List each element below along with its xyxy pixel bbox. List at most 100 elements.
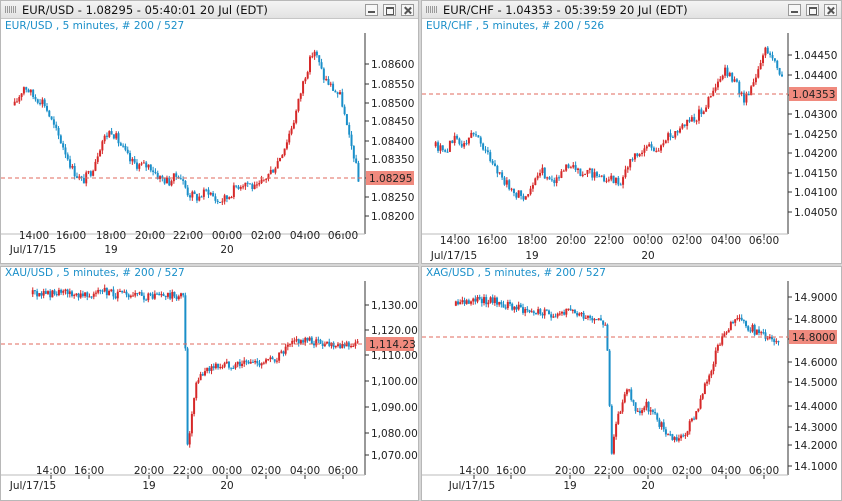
candle	[59, 134, 62, 144]
minimize-button[interactable]	[365, 4, 378, 16]
x-time-label: 22:00	[173, 230, 203, 242]
candle	[66, 152, 69, 161]
candle	[586, 169, 589, 178]
candle	[281, 154, 284, 159]
candle	[489, 149, 492, 163]
candle	[169, 290, 172, 301]
candle-body	[527, 194, 530, 197]
candle	[279, 157, 282, 162]
candle	[636, 152, 639, 158]
candle	[221, 364, 224, 370]
drag-grip-icon[interactable]	[426, 6, 438, 13]
y-tick-label: 1.08600	[371, 59, 414, 71]
candle-body	[655, 150, 658, 152]
candle-body	[697, 408, 700, 412]
candle-body	[558, 177, 561, 179]
candle	[327, 76, 330, 86]
candle	[20, 93, 23, 101]
candle-body	[726, 67, 729, 77]
y-tick-label: 1,130.00	[371, 300, 418, 312]
candle	[230, 367, 233, 371]
candle	[671, 135, 674, 138]
chart-window-xauusd[interactable]: XAU/USD , 5 minutes, # 200 / 527 1,130.0…	[0, 266, 419, 501]
maximize-button[interactable]	[383, 4, 396, 16]
candle	[641, 150, 644, 157]
candle-body	[543, 167, 546, 179]
candle	[657, 147, 660, 152]
candle-body	[690, 117, 693, 122]
minimize-button[interactable]	[788, 4, 801, 16]
candle-body	[39, 102, 42, 105]
chart-window-eurusd[interactable]: EUR/USD - 1.08295 - 05:40:01 20 Jul (EDT…	[0, 0, 419, 264]
candle-body	[159, 176, 162, 179]
candle	[690, 417, 693, 423]
candle-body	[622, 177, 625, 185]
candle	[45, 103, 48, 113]
candle-body	[740, 317, 743, 321]
candle	[27, 88, 30, 93]
candle-body	[45, 106, 48, 111]
candle-body	[482, 143, 485, 150]
candle	[328, 338, 331, 348]
candlestick-chart[interactable]: 14.900014.800014.700014.600014.500014.40…	[422, 267, 842, 501]
candle	[703, 382, 706, 395]
candle-body	[278, 352, 281, 361]
drag-grip-icon[interactable]	[5, 6, 17, 13]
candle	[149, 292, 152, 297]
candle	[103, 284, 106, 293]
candle-body	[624, 169, 627, 178]
candle	[764, 46, 767, 59]
candle	[262, 361, 265, 365]
chart-window-xagusd[interactable]: XAG/USD , 5 minutes, # 200 / 527 14.9000…	[421, 266, 842, 501]
candle-body	[180, 293, 183, 297]
candle	[347, 340, 350, 350]
candle	[108, 289, 111, 296]
candle	[184, 292, 187, 351]
candle-body	[489, 297, 492, 303]
chart-window-eurchf[interactable]: EUR/CHF - 1.04353 - 05:39:59 20 Jul (EDT…	[421, 0, 842, 264]
candle	[47, 290, 50, 295]
candle	[434, 140, 437, 148]
candle-body	[740, 92, 743, 94]
candle	[536, 172, 539, 181]
candle	[684, 432, 687, 439]
candle-body	[706, 381, 709, 384]
candle	[89, 170, 92, 178]
candle-body	[64, 289, 67, 291]
y-tick-label: 1.08350	[371, 154, 414, 166]
candle-body	[749, 330, 752, 332]
candle-body	[617, 177, 620, 185]
candle	[571, 309, 574, 314]
candle	[73, 163, 76, 180]
candle-body	[724, 67, 727, 76]
candle	[325, 75, 328, 82]
maximize-button[interactable]	[806, 4, 819, 16]
candle-body	[664, 429, 667, 435]
candle	[78, 174, 81, 181]
candle-body	[463, 300, 466, 304]
candle-body	[158, 293, 161, 296]
candle	[550, 311, 553, 321]
candle	[527, 193, 530, 198]
window-title-bar[interactable]: EUR/CHF - 1.04353 - 05:39:59 20 Jul (EDT…	[422, 1, 841, 19]
candle-body	[320, 62, 323, 69]
candle	[96, 152, 99, 165]
candlestick-chart[interactable]: 1,130.00 1,120.00 1,110.00 1,100.00 1,090.00…	[1, 267, 419, 501]
candle-body	[759, 63, 762, 70]
candle-body	[57, 289, 60, 296]
close-button[interactable]	[401, 4, 414, 16]
candle	[480, 296, 483, 307]
window-title-bar[interactable]: EUR/USD - 1.08295 - 05:40:01 20 Jul (EDT…	[1, 1, 418, 19]
candlestick-chart[interactable]: 1.08600 1.08550 1.08500 1.08450 1.08400 1.083…	[1, 1, 419, 264]
candle-body	[595, 319, 598, 321]
candle	[115, 131, 118, 140]
candle-body	[556, 313, 559, 317]
candlestick-chart[interactable]: 1.044501.044001.043501.043001.042501.042…	[422, 1, 842, 264]
close-button[interactable]	[824, 4, 837, 16]
candle-body	[55, 124, 58, 128]
candle-body	[463, 143, 466, 147]
candle-body	[780, 74, 783, 77]
candle	[453, 132, 456, 146]
window-title: EUR/USD - 1.08295 - 05:40:01 20 Jul (EDT…	[22, 3, 268, 17]
candle-body	[315, 339, 318, 346]
